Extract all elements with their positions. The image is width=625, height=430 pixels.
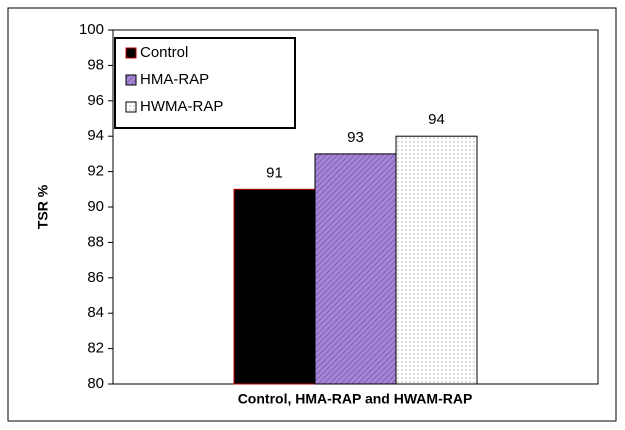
- y-tick-label: 98: [87, 56, 104, 73]
- legend-swatch: [125, 47, 137, 59]
- y-tick-label: 100: [79, 21, 104, 38]
- y-tick-label: 92: [87, 163, 104, 180]
- legend-box: [114, 37, 296, 129]
- legend-label: Control: [140, 44, 188, 61]
- y-tick-label: 94: [87, 127, 104, 144]
- y-tick-label: 90: [87, 198, 104, 215]
- y-tick-label: 88: [87, 233, 104, 250]
- legend-label: HMA-RAP: [140, 71, 209, 88]
- value-label: 91: [266, 164, 283, 181]
- legend-swatch: [125, 74, 137, 86]
- bar: [233, 188, 316, 385]
- y-tick-label: 82: [87, 340, 104, 357]
- value-label: 93: [347, 129, 364, 146]
- bar: [314, 153, 397, 385]
- legend-swatch: [125, 101, 137, 113]
- y-tick-label: 86: [87, 269, 104, 286]
- x-axis-label: Control, HMA-RAP and HWAM-RAP: [238, 391, 473, 407]
- y-tick-label: 84: [87, 304, 104, 321]
- y-tick-label: 80: [87, 375, 104, 392]
- bar: [395, 135, 478, 385]
- value-label: 94: [428, 111, 445, 128]
- legend-label: HWMA-RAP: [140, 98, 223, 115]
- y-axis-label: TSR %: [35, 184, 51, 229]
- y-tick-label: 96: [87, 92, 104, 109]
